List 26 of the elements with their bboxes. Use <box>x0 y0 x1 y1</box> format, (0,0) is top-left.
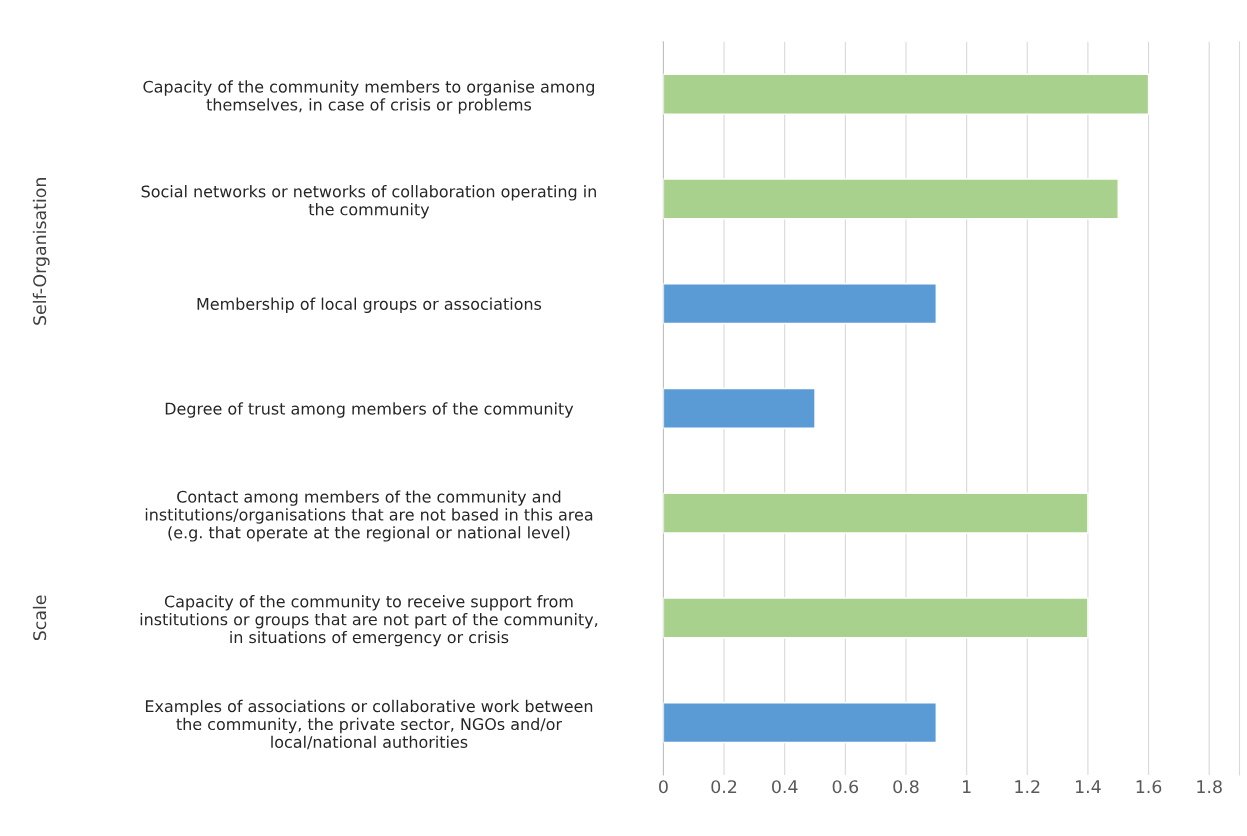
x-tick-label: 0 <box>659 780 668 794</box>
y-tick-label: Contact among members of the community and institutions/organisations that are not based in this area (e.g. that operate at the regional or national level) <box>145 490 593 542</box>
x-tick-label: 1.4 <box>1076 780 1101 794</box>
y-tick-label: Examples of associations or collaborative work between the community, the private sector, NGOs and/or local/national authorities <box>145 699 593 750</box>
bar <box>663 492 1089 534</box>
y-tick-label: Membership of local groups or associations <box>197 297 542 314</box>
x-tick-label: 0.6 <box>832 780 859 794</box>
y-tick-label: Capacity of the community members to organise among themselves, in case of crisis or problems <box>143 80 594 114</box>
bar <box>663 702 937 744</box>
x-tick-label: 1 <box>963 780 971 794</box>
bar <box>663 283 937 325</box>
bar <box>663 73 1150 115</box>
x-tick-label: 1.8 <box>1197 780 1222 794</box>
bar <box>663 178 1119 220</box>
bar <box>663 597 1089 639</box>
y-tick-label: Social networks or networks of collaboration operating in the community <box>141 185 596 219</box>
x-tick-label: 0.8 <box>893 780 919 794</box>
text: Scale <box>32 595 47 641</box>
x-tick-label: 1.6 <box>1136 780 1162 794</box>
x-tick-label: 0.4 <box>772 780 798 794</box>
y-tick-label: Degree of trust among members of the community <box>165 402 574 418</box>
bar <box>663 387 816 429</box>
x-tick-label: 0.2 <box>711 780 737 794</box>
text: Self-Organisation <box>32 178 50 325</box>
y-tick-label: Capacity of the community to receive support from institutions or groups that are not part of the community, in situations of emergency or crisis <box>140 595 598 647</box>
x-tick-label: 1.2 <box>1015 780 1040 794</box>
